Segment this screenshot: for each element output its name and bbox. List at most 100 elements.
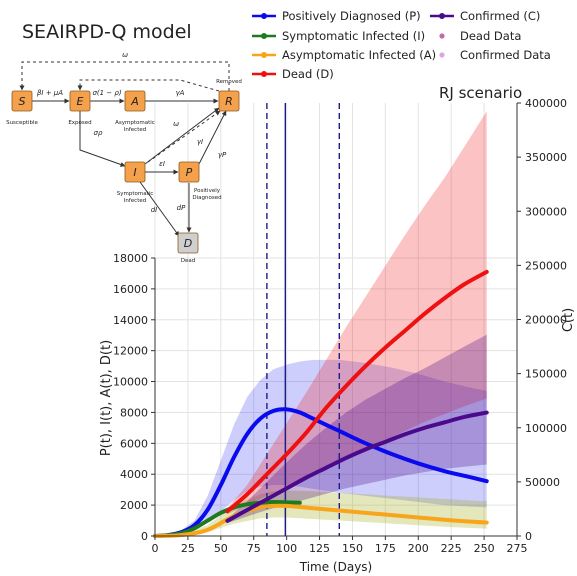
model-diagram: SEAIRPD-Q model βI + μA σ(1 − ρ) γA σρ γI εI γ… bbox=[6, 21, 242, 264]
y-tick-left-label: 8000 bbox=[120, 406, 148, 419]
legend-label: Asymptomatic Infected (A) bbox=[282, 48, 436, 62]
edge-label-i-d: dI bbox=[151, 206, 158, 214]
edge-label-i-p: εI bbox=[159, 160, 165, 168]
x-tick-label: 175 bbox=[375, 542, 396, 555]
edge-p-r bbox=[198, 110, 227, 165]
plot-area bbox=[153, 103, 518, 538]
diagram-node-caption: Susceptible bbox=[6, 120, 38, 126]
axes: 0 25 50 75 100 125 150 175 200 225 250 275020004000… bbox=[113, 97, 567, 555]
diagram-node-I: I Symptomatic Infected bbox=[117, 161, 154, 204]
diagram-node-box bbox=[124, 161, 146, 183]
y-tick-left-label: 6000 bbox=[120, 437, 148, 450]
edge-label-p-r: γP bbox=[218, 151, 227, 159]
diagram-node-label: E bbox=[77, 95, 84, 108]
legend-label: Dead Data bbox=[460, 29, 521, 43]
legend-label: Positively Diagnosed (P) bbox=[282, 9, 421, 23]
x-tick-label: 125 bbox=[309, 542, 330, 555]
legend-marker bbox=[261, 33, 267, 39]
diagram-node-S: S Susceptible bbox=[6, 90, 39, 126]
diagram-node-label: S bbox=[19, 95, 26, 108]
diagram-node-box bbox=[69, 90, 91, 112]
y-tick-right-label: 400000 bbox=[525, 97, 567, 110]
legend-label: Confirmed Data bbox=[460, 48, 551, 62]
y-tick-left-label: 16000 bbox=[113, 283, 148, 296]
diagram-node-caption: Exposed bbox=[68, 120, 91, 126]
diagram-nodes: S Susceptible E Exposed A Asymptomatic Infecte… bbox=[6, 79, 242, 264]
y-tick-left-label: 4000 bbox=[120, 468, 148, 481]
diagram-node-label: P bbox=[186, 166, 193, 179]
edge-label-a-r: γA bbox=[176, 89, 185, 97]
y-tick-left-label: 10000 bbox=[113, 376, 148, 389]
diagram-node-caption: Asymptomatic Infected bbox=[115, 120, 155, 133]
x-axis-label: Time (Days) bbox=[299, 560, 373, 574]
x-tick-label: 75 bbox=[247, 542, 261, 555]
diagram-node-box bbox=[177, 232, 199, 254]
y-tick-left-label: 2000 bbox=[120, 499, 148, 512]
edge-label-p-d: dP bbox=[177, 204, 186, 212]
x-tick-label: 25 bbox=[181, 542, 195, 555]
legend-marker bbox=[439, 33, 445, 39]
diagram-node-caption: Dead bbox=[181, 258, 195, 264]
y-tick-right-label: 200000 bbox=[525, 314, 567, 327]
edge-label-omega-top: ω bbox=[122, 51, 128, 59]
edge-i-r bbox=[144, 107, 220, 165]
diagram-node-label: A bbox=[130, 95, 139, 108]
series-line-4 bbox=[225, 410, 489, 523]
edge-label-e-i: σρ bbox=[94, 129, 103, 137]
series-line-2 bbox=[153, 503, 489, 538]
x-tick-label: 250 bbox=[474, 542, 495, 555]
y-tick-right-label: 300000 bbox=[525, 205, 567, 218]
legend-marker bbox=[261, 52, 267, 58]
legend-label: Symptomatic Infected (I) bbox=[282, 29, 425, 43]
legend-marker bbox=[261, 71, 267, 77]
diagram-title: SEAIRPD-Q model bbox=[22, 21, 192, 43]
edge-label-s-e: βI + μA bbox=[37, 89, 63, 97]
y-tick-right-label: 0 bbox=[525, 530, 532, 543]
edge-label-i-r: γI bbox=[197, 138, 203, 146]
x-tick-label: 50 bbox=[214, 542, 228, 555]
x-tick-label: 150 bbox=[342, 542, 363, 555]
legend-label: Dead (D) bbox=[282, 67, 334, 81]
legend-marker bbox=[439, 52, 445, 58]
legend-label: Confirmed (C) bbox=[460, 9, 540, 23]
legend-marker bbox=[439, 13, 445, 19]
series-line-0 bbox=[153, 407, 489, 538]
diagram-edges: βI + μA σ(1 − ρ) γA σρ γI εI γP dI dP ω ω bbox=[19, 51, 230, 237]
legend-marker bbox=[261, 13, 267, 19]
confidence-band-2 bbox=[155, 490, 487, 536]
y-tick-left-label: 12000 bbox=[113, 345, 148, 358]
diagram-node-box bbox=[218, 90, 240, 112]
edge-omega-top bbox=[19, 61, 230, 91]
diagram-node-caption: Removed bbox=[216, 79, 242, 85]
diagram-node-label: D bbox=[184, 237, 192, 250]
diagram-node-caption: Positively Diagnosed bbox=[192, 188, 221, 201]
y-tick-left-label: 14000 bbox=[113, 314, 148, 327]
edge-i-d bbox=[139, 181, 180, 237]
y-tick-right-label: 250000 bbox=[525, 259, 567, 272]
diagram-node-label: R bbox=[225, 95, 233, 108]
diagram-node-E: E Exposed bbox=[68, 90, 92, 126]
edge-label-e-a: σ(1 − ρ) bbox=[92, 89, 121, 97]
diagram-node-box bbox=[124, 90, 146, 112]
y-tick-left-label: 18000 bbox=[113, 252, 148, 265]
series-line-3 bbox=[225, 269, 489, 514]
x-tick-label: 0 bbox=[152, 542, 159, 555]
y-tick-right-label: 350000 bbox=[525, 151, 567, 164]
edge-label-omega-diag: ω bbox=[173, 120, 179, 128]
x-tick-label: 225 bbox=[441, 542, 462, 555]
diagram-node-label: I bbox=[133, 166, 136, 179]
legend: Positively Diagnosed (P) Confirmed (C) Sym… bbox=[242, 4, 551, 86]
chart-title: RJ scenario bbox=[439, 84, 522, 102]
diagram-node-caption: Symptomatic Infected bbox=[117, 191, 154, 204]
y-tick-right-label: 100000 bbox=[525, 422, 567, 435]
confidence-band-3 bbox=[227, 111, 487, 515]
y-tick-right-label: 150000 bbox=[525, 368, 567, 381]
y-tick-left-label: 0 bbox=[141, 530, 148, 543]
y-tick-right-label: 50000 bbox=[525, 476, 560, 489]
x-tick-label: 200 bbox=[408, 542, 429, 555]
edge-e-i bbox=[79, 111, 126, 167]
edge-omega-diag bbox=[147, 110, 221, 163]
confidence-band-4 bbox=[227, 334, 487, 524]
diagram-node-box bbox=[11, 90, 33, 112]
